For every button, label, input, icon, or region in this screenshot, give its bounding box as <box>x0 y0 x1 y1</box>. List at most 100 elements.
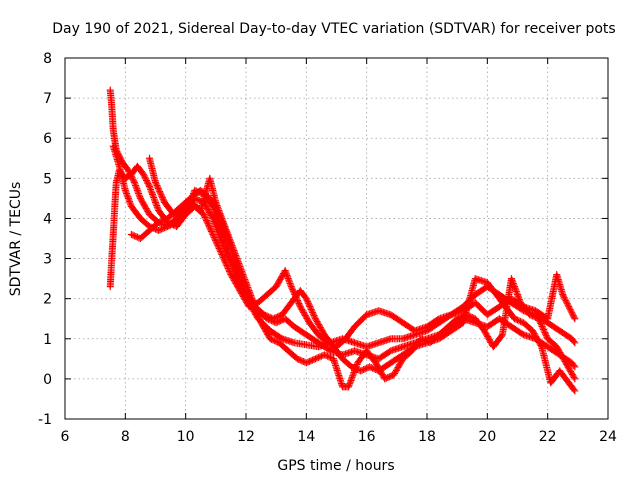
data-point <box>221 222 229 230</box>
data-point <box>349 372 357 380</box>
data-point <box>453 315 461 323</box>
data-point <box>218 251 226 259</box>
data-point <box>352 364 360 372</box>
data-point <box>283 271 291 279</box>
data-point <box>346 380 354 388</box>
data-point <box>296 356 304 364</box>
data-point <box>570 386 578 394</box>
data-point <box>381 375 389 383</box>
data-point <box>212 237 220 245</box>
data-point <box>296 301 304 309</box>
data-point <box>142 175 150 183</box>
data-point <box>230 247 238 255</box>
data-point <box>126 169 134 177</box>
data-point <box>250 299 258 307</box>
data-point <box>311 313 319 321</box>
data-point <box>220 221 228 229</box>
data-point <box>537 321 545 329</box>
data-point <box>529 312 537 320</box>
data-point <box>347 376 355 384</box>
data-point <box>173 209 181 217</box>
data-point <box>570 373 578 381</box>
data-point <box>212 238 220 246</box>
data-point <box>143 178 151 186</box>
data-point <box>467 313 475 321</box>
data-point <box>308 356 316 364</box>
data-point <box>255 312 263 320</box>
data-point <box>211 219 219 227</box>
data-point <box>353 360 361 368</box>
x-tick-label: 20 <box>478 429 496 445</box>
data-point <box>234 256 242 264</box>
data-point <box>154 185 162 193</box>
data-point <box>302 295 310 303</box>
data-point <box>226 237 234 245</box>
data-point <box>360 366 368 374</box>
data-point <box>245 303 253 311</box>
data-point <box>563 298 571 306</box>
data-point <box>311 355 319 363</box>
data-point <box>349 370 357 378</box>
data-point <box>207 227 215 235</box>
data-point <box>514 316 521 324</box>
data-point <box>568 309 576 317</box>
data-point <box>136 193 144 201</box>
data-point <box>269 336 277 344</box>
data-point <box>244 285 252 293</box>
data-point <box>510 281 518 289</box>
data-point <box>385 373 393 381</box>
data-point <box>240 272 248 280</box>
data-point <box>228 240 236 248</box>
data-point <box>148 189 156 197</box>
data-point <box>515 294 523 302</box>
data-point <box>247 293 255 301</box>
data-point <box>132 182 140 190</box>
data-point <box>418 335 426 343</box>
data-point <box>289 287 297 295</box>
data-point <box>216 210 224 218</box>
data-point <box>241 277 249 285</box>
series-trace-c <box>109 142 579 351</box>
data-point <box>369 364 377 372</box>
data-point <box>514 291 521 299</box>
y-tick-labels: -1 0 1 2 3 4 5 6 7 8 <box>38 51 52 428</box>
data-point <box>153 203 161 211</box>
data-point <box>171 210 179 218</box>
data-point <box>511 284 519 292</box>
data-point <box>141 173 149 181</box>
data-point <box>219 254 227 262</box>
data-point <box>217 249 225 257</box>
data-point <box>542 330 550 338</box>
data-point <box>570 337 578 345</box>
data-point <box>320 351 328 359</box>
data-point <box>282 270 290 278</box>
y-tick-label: 3 <box>43 252 52 268</box>
data-point <box>455 314 463 322</box>
data-point <box>126 199 134 207</box>
data-point <box>346 378 354 386</box>
data-point <box>513 289 521 297</box>
data-point <box>566 306 574 314</box>
data-point <box>220 255 228 263</box>
data-point <box>306 302 314 310</box>
data-point <box>123 190 131 198</box>
data-point <box>282 268 290 276</box>
data-point <box>151 197 159 205</box>
data-point <box>308 307 316 315</box>
data-point <box>357 367 365 375</box>
data-point <box>124 194 132 202</box>
data-point <box>219 218 227 226</box>
data-point <box>563 300 571 308</box>
data-point <box>213 226 221 234</box>
data-marks <box>106 86 579 395</box>
data-point <box>421 337 429 345</box>
y-tick-label: 7 <box>43 91 52 107</box>
data-point <box>154 183 162 191</box>
data-point <box>164 222 172 230</box>
data-point <box>209 214 217 222</box>
data-point <box>313 354 321 362</box>
data-point <box>212 222 220 230</box>
data-point <box>213 202 221 210</box>
data-point <box>560 292 568 300</box>
data-point <box>140 172 148 180</box>
